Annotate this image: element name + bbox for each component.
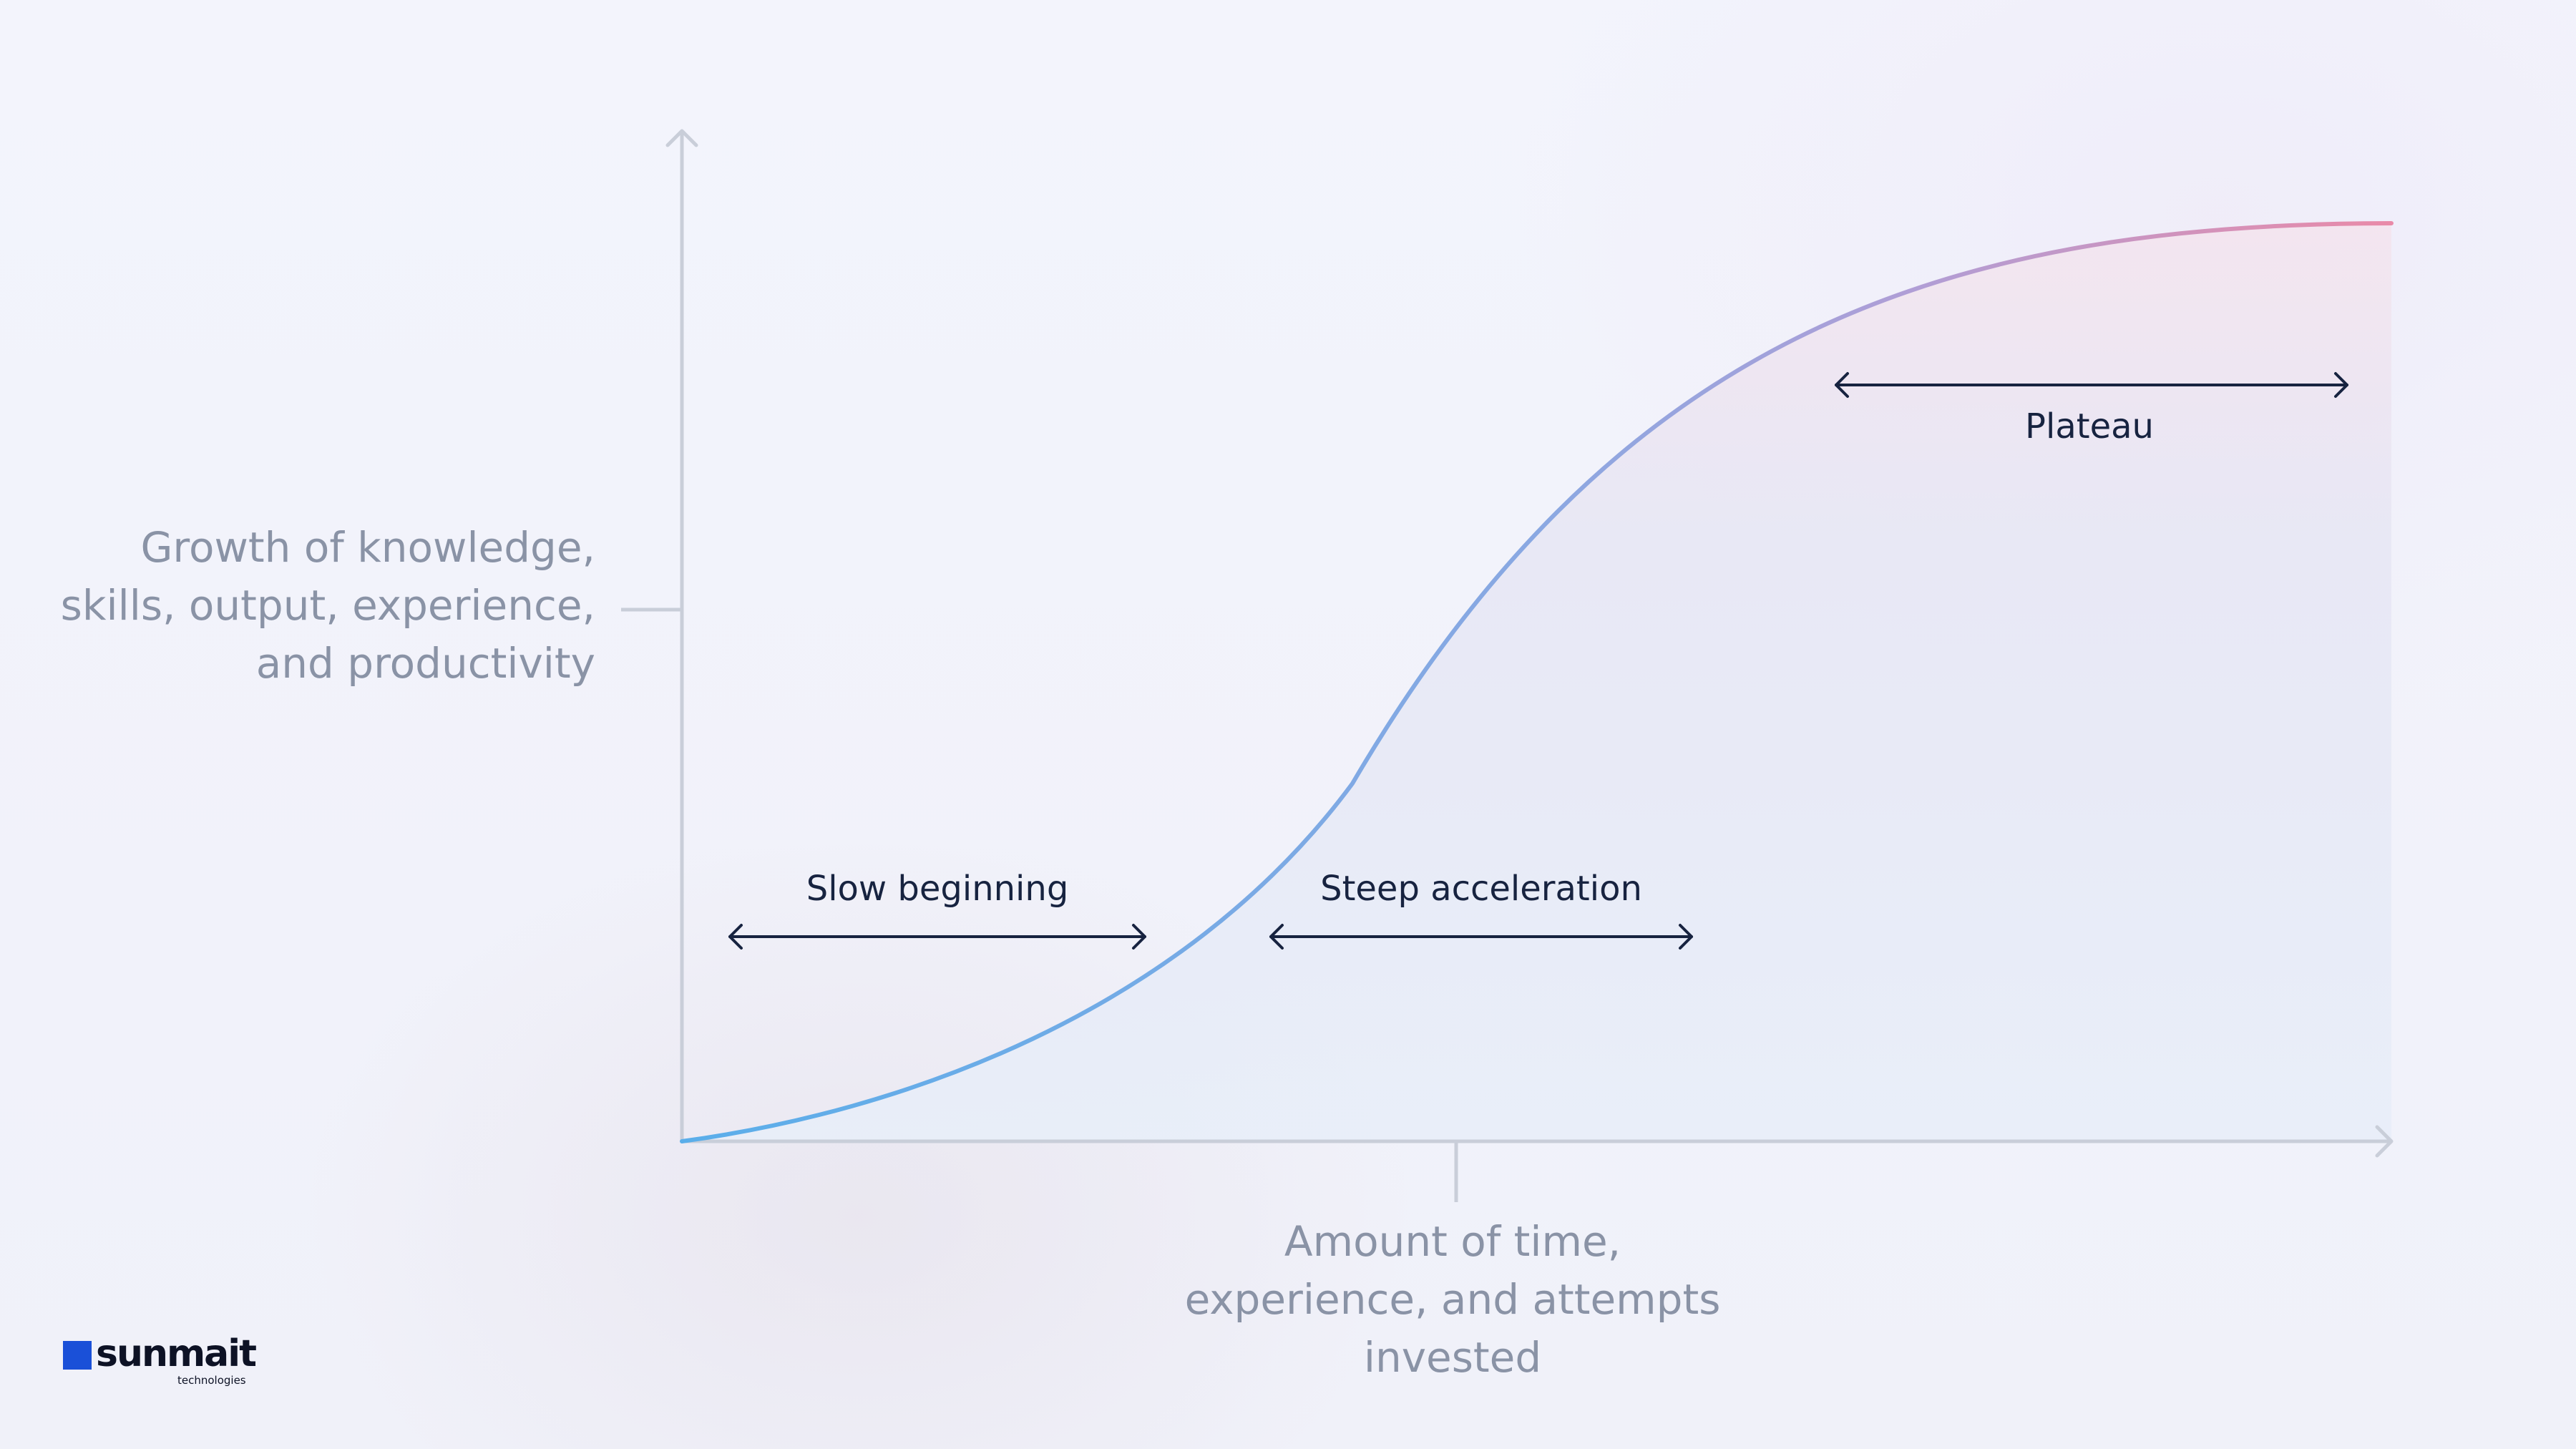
steep-acceleration-arrow: [1269, 924, 1693, 950]
logo-subtitle: technologies: [177, 1374, 246, 1387]
y-axis-label-line: and productivity: [255, 639, 595, 688]
steep-acceleration-label: Steep acceleration: [1320, 869, 1642, 909]
curve-area-fill: [682, 223, 2391, 1141]
x-axis-label-line: invested: [1363, 1333, 1542, 1382]
growth-curve: [680, 221, 2394, 1143]
plateau-arrow: [1835, 372, 2348, 398]
x-axis-label: Amount of time, experience, and attempts…: [1131, 1213, 1775, 1387]
slow-beginning-arrow: [728, 924, 1146, 950]
x-axis-arrowhead: [2375, 1125, 2394, 1158]
slow-beginning-label: Slow beginning: [806, 869, 1069, 909]
plateau-label: Plateau: [2025, 406, 2154, 447]
logo-wordmark: sunmait: [96, 1332, 257, 1375]
y-axis-arrowhead: [665, 129, 698, 147]
y-axis-label-line: Growth of knowledge,: [140, 523, 595, 572]
y-axis-label-line: skills, output, experience,: [60, 581, 595, 630]
x-axis-label-line: experience, and attempts: [1184, 1275, 1721, 1324]
y-axis-label: Growth of knowledge, skills, output, exp…: [29, 519, 595, 693]
logo-square-icon: [63, 1341, 92, 1370]
x-axis-label-line: Amount of time,: [1284, 1217, 1621, 1266]
